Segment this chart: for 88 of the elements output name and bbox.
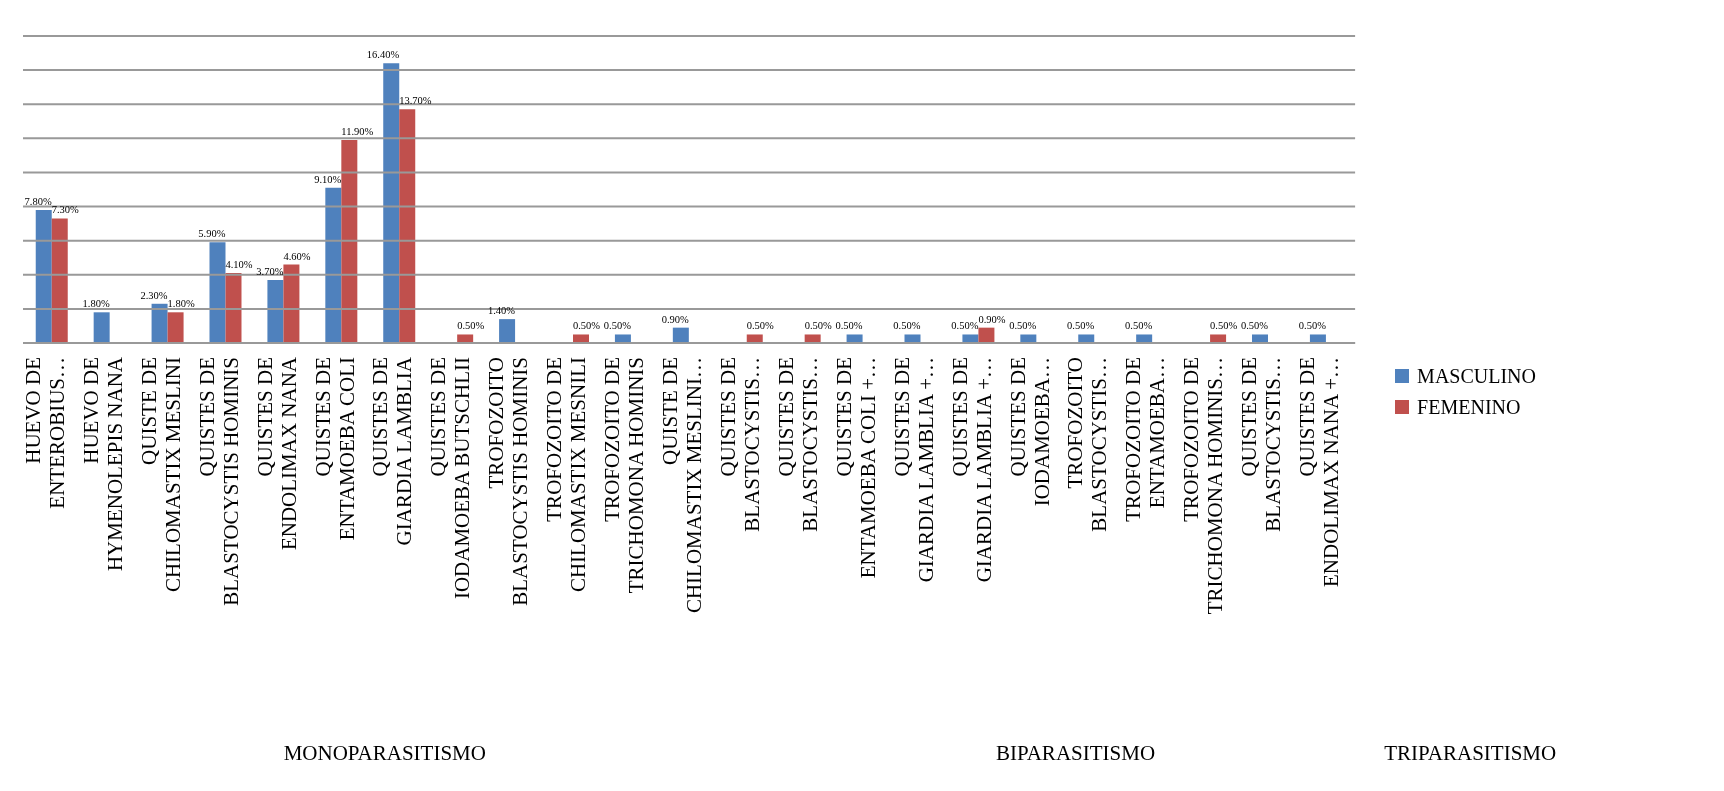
data-label: 11.90% — [341, 126, 374, 138]
x-tick-label: QUISTES DE BLASTOCYSTIS… — [773, 357, 822, 532]
bar — [1252, 334, 1268, 343]
x-tick-label: QUISTES DE ENTAMOEBA COLI +… — [831, 357, 880, 579]
bar — [804, 334, 821, 343]
data-label: 0.50% — [457, 320, 485, 332]
data-label: 9.10% — [314, 173, 342, 185]
bar — [151, 303, 168, 343]
x-tick-label: QUISTES DE ENDOLIMAX NANA — [252, 356, 301, 551]
bar — [35, 209, 52, 343]
bar — [1136, 334, 1153, 343]
data-label: 13.70% — [399, 95, 432, 107]
legend-label: FEMENINO — [1417, 395, 1521, 419]
bar — [672, 327, 689, 343]
data-label: 0.50% — [573, 320, 601, 332]
bar — [962, 334, 979, 343]
x-tick-label: TROFOZOITO DE CHILOMASTIX MESNILI — [542, 357, 591, 593]
data-label: 16.40% — [366, 49, 400, 61]
x-tick-label: QUISTES DE GIARDIA LAMBLIA +… — [947, 357, 996, 583]
x-tick-label: TROFOZOITO DE TRICHOMONA HOMINIS… — [1179, 357, 1228, 615]
data-label: 7.30% — [51, 204, 80, 216]
bar — [573, 334, 589, 343]
bar — [499, 319, 516, 343]
bar — [225, 273, 242, 343]
data-label: 3.70% — [256, 265, 284, 277]
data-label: 0.50% — [1240, 320, 1269, 332]
bar — [283, 264, 300, 343]
x-tick-label: HUEVO DE ENTEROBIUS… — [20, 357, 69, 509]
bar — [1210, 334, 1227, 343]
x-tick-label: QUISTE DE CHILOMASTIX MESLINI — [136, 357, 185, 593]
bar — [904, 334, 921, 343]
data-label: 0.50% — [804, 320, 833, 332]
data-label: 5.90% — [198, 228, 226, 240]
x-tick-label: QUISTES DE IODAMOEBA… — [1005, 357, 1054, 507]
bar — [457, 334, 474, 343]
x-tick-label: QUISTES DE BLASTOCYSTIS… — [1237, 357, 1286, 532]
data-label: 0.50% — [835, 320, 863, 332]
x-tick-label: TROFOZOITO DE TRICHOMONA HOMINIS — [600, 357, 649, 594]
x-tick-label: QUISTES DE GIARDIA LAMBLIA +… — [889, 357, 938, 583]
x-tick-label: QUISTES DE ENTAMOEBA COLI — [310, 357, 359, 541]
bar — [1309, 334, 1326, 343]
data-label: 0.90% — [978, 313, 1006, 325]
bar — [209, 242, 226, 343]
bar — [978, 327, 995, 343]
bar — [93, 312, 110, 343]
data-label: 1.80% — [167, 298, 195, 310]
x-tick-label: QUISTES DE IODAMOEBA BUTSCHLII — [426, 357, 475, 600]
data-label: 1.40% — [487, 305, 516, 317]
data-label: 0.50% — [1067, 320, 1095, 332]
x-tick-label: TROFOZOITO DE ENTAMOEBA… — [1121, 357, 1170, 522]
bar — [167, 312, 184, 343]
text: MONOPARASITISMO — [282, 741, 487, 766]
data-label: 0.50% — [1298, 320, 1327, 332]
data-label: 1.80% — [82, 298, 110, 310]
data-label: 0.90% — [661, 313, 690, 325]
x-tick-label: TROFOZOITO BLASTOCYSTIS… — [1063, 357, 1112, 532]
bar — [341, 140, 358, 343]
bar — [746, 334, 763, 343]
text: BIPARASITISMO — [994, 741, 1157, 766]
bar — [51, 218, 68, 343]
data-label: 4.60% — [283, 250, 311, 262]
bar — [325, 187, 342, 343]
x-tick-label: TROFOZOITO BLASTOCYSTIS HOMINIS — [484, 357, 533, 606]
data-label: 0.50% — [951, 320, 979, 332]
x-tick-label: QUISTE DE CHILOMASTIX MESLINI… — [658, 357, 707, 614]
x-tick-label: QUISTES DE GIARDIA LAMBLIA — [368, 356, 417, 546]
data-label: 7.80% — [24, 195, 52, 207]
bar — [267, 279, 284, 343]
data-label: 0.50% — [1125, 320, 1153, 332]
x-tick-label: QUISTES DE ENDOLIMAX NANA +… — [1295, 357, 1344, 587]
bar — [399, 109, 416, 343]
data-label: 0.50% — [1009, 320, 1037, 332]
bar — [1078, 334, 1095, 343]
data-label: 0.50% — [746, 320, 775, 332]
bar — [383, 63, 400, 343]
data-label: 0.50% — [603, 320, 632, 332]
bar — [846, 334, 863, 343]
bar — [614, 334, 631, 343]
text: TRIPARASITISMO — [1383, 741, 1558, 766]
legend-label: MASCULINO — [1417, 364, 1536, 388]
bar — [1020, 334, 1037, 343]
x-tick-label: QUISTES DE BLASTOCYSTIS HOMINIS — [194, 357, 243, 606]
x-tick-label: HUEVO DE HYMENOLEPIS NANA — [78, 356, 127, 572]
data-label: 0.50% — [893, 320, 921, 332]
data-label: 2.30% — [140, 289, 168, 301]
x-tick-label: QUISTES DE BLASTOCYSTIS… — [715, 357, 764, 532]
data-label: 0.50% — [1210, 320, 1238, 332]
data-label: 4.10% — [225, 259, 253, 271]
